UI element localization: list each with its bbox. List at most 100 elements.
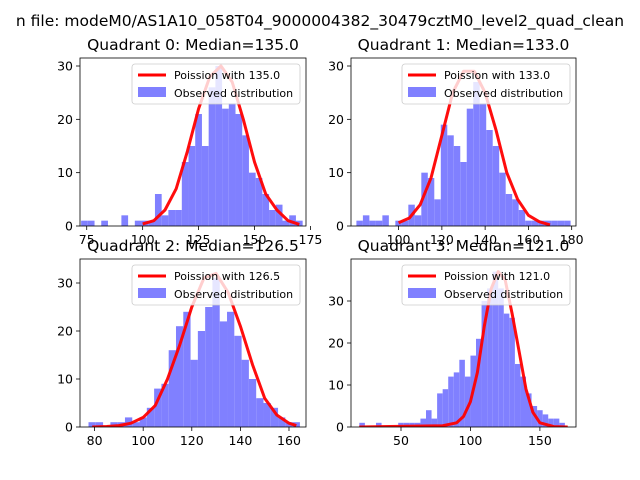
histogram-bar [190, 359, 198, 427]
histogram-bar [460, 162, 467, 226]
histogram-bar [448, 376, 454, 427]
histogram-bar [453, 146, 461, 226]
y-tick-label: 30 [57, 59, 73, 74]
histogram-bar [227, 311, 235, 427]
histogram-bar [219, 321, 228, 427]
x-tick-label: 125 [187, 232, 211, 247]
histogram-bar [356, 220, 363, 226]
histogram-bar [255, 178, 263, 226]
histogram-bar [525, 220, 532, 226]
histogram-bar [512, 199, 519, 226]
legend-label: Observed distribution [444, 288, 563, 301]
histogram-bar [548, 418, 554, 427]
plot-area [88, 271, 300, 427]
y-tick-label: 30 [328, 59, 344, 74]
histogram-bar [248, 172, 256, 226]
histogram-bar [121, 215, 129, 226]
histogram-bar [228, 103, 236, 226]
histogram-bar [476, 338, 482, 427]
histogram-bar [375, 220, 383, 226]
subplot-0: 75 100 125 150 175 0 10 20 30 Quadrant 0: Median=… [57, 36, 322, 247]
histogram-bar [542, 414, 549, 427]
histogram-bar [564, 220, 571, 226]
subplot-title: Quadrant 2: Median=126.5 [87, 237, 299, 255]
histogram-bar [431, 418, 438, 427]
histogram-bar [486, 130, 493, 226]
histogram-bar [148, 220, 155, 226]
histogram-bar [553, 418, 560, 427]
axes-frame [350, 57, 577, 227]
x-tick-label: 100 [387, 232, 411, 247]
histogram-bar [234, 335, 242, 427]
histogram-bar [205, 307, 213, 427]
axes-frame [79, 258, 307, 428]
histogram-bar [498, 288, 504, 427]
y-tick-label: 20 [57, 324, 73, 339]
y-tick-label: 20 [328, 336, 344, 351]
x-tick-label: 120 [430, 232, 454, 247]
histogram-bar [175, 326, 184, 427]
histogram-bar [369, 220, 376, 226]
x-tick-label: 50 [393, 433, 409, 448]
histogram-bar [95, 422, 104, 427]
legend: Poission with 135.0 Observed distribution [131, 63, 301, 105]
histogram-bar [278, 417, 286, 427]
histogram-bar [161, 215, 169, 226]
histogram-bar [362, 215, 370, 226]
histogram-bar [514, 364, 521, 427]
histogram-bar [241, 359, 249, 427]
histogram-bar [132, 422, 140, 427]
histogram-bar [222, 108, 229, 226]
y-tick-label: 30 [57, 276, 73, 291]
histogram-bar [537, 410, 543, 427]
y-tick-label: 0 [336, 219, 344, 234]
histogram-bar [559, 422, 565, 427]
plot-area [356, 69, 571, 226]
histogram-bar [453, 372, 460, 427]
legend-label: Poission with 135.0 [174, 69, 280, 82]
legend-label: Observed distribution [174, 87, 293, 100]
histogram-bar [101, 220, 108, 226]
histogram-bar [492, 271, 499, 427]
histogram-bar [509, 317, 515, 427]
subplot-3: 50 100 150 0 10 20 30 Quadrant 3: Median=121.0 P… [328, 237, 577, 448]
legend-box [401, 63, 571, 105]
histogram-bar [481, 301, 488, 427]
legend-bar-swatch [138, 288, 166, 298]
histogram-bar [359, 422, 365, 427]
histogram-bar [531, 220, 539, 226]
legend-label: Poission with 121.0 [444, 270, 550, 283]
subplot-title: Quadrant 1: Median=133.0 [358, 36, 570, 54]
histogram-bar [466, 108, 474, 226]
subplot-title: Quadrant 0: Median=135.0 [87, 36, 299, 54]
histogram-bar [168, 210, 176, 226]
histogram-bar [473, 82, 480, 226]
legend-label: Poission with 126.5 [174, 270, 280, 283]
histogram-bar [464, 376, 471, 427]
histogram-bar [201, 146, 209, 226]
histogram-bar [242, 135, 249, 226]
legend-label: Observed distribution [444, 87, 563, 100]
histogram-bar [87, 220, 95, 226]
histogram-bar [195, 114, 202, 226]
histogram-bar [518, 210, 526, 226]
histogram-bar [154, 194, 162, 226]
histogram-bar [183, 311, 191, 427]
histogram-bar [188, 146, 196, 226]
histogram-bar [88, 422, 96, 427]
histogram-bar [414, 215, 422, 226]
histogram-bar [440, 124, 448, 226]
y-tick-label: 20 [328, 112, 344, 127]
histogram-bar [479, 103, 487, 226]
histogram-bar [442, 389, 449, 427]
y-tick-label: 10 [328, 165, 344, 180]
histogram-bar [134, 220, 142, 226]
histogram-bar [557, 220, 565, 226]
histogram-bar [426, 410, 432, 427]
histogram-bar [505, 194, 513, 226]
histogram-bar [503, 313, 510, 427]
histogram-bar [487, 288, 493, 427]
legend-label: Observed distribution [174, 288, 293, 301]
y-tick-label: 20 [57, 112, 73, 127]
legend: Poission with 133.0 Observed distribution [401, 63, 571, 105]
